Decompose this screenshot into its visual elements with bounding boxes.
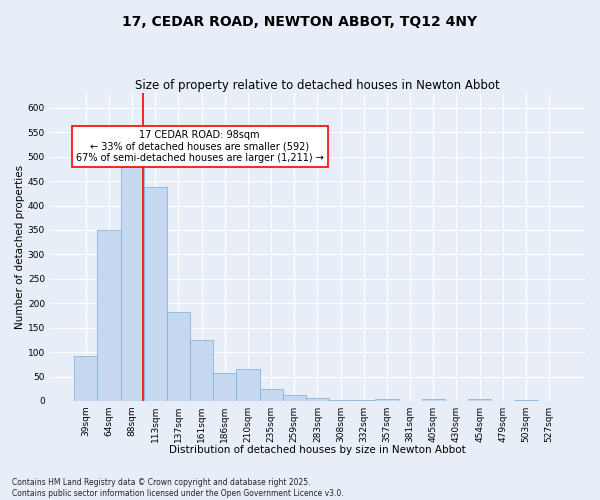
Bar bbox=[121, 168, 144, 401]
Bar bbox=[213, 373, 236, 401]
Y-axis label: Number of detached properties: Number of detached properties bbox=[15, 165, 25, 329]
Bar bbox=[74, 356, 97, 401]
Bar bbox=[329, 400, 352, 401]
Text: 17 CEDAR ROAD: 98sqm
← 33% of detached houses are smaller (592)
67% of semi-deta: 17 CEDAR ROAD: 98sqm ← 33% of detached h… bbox=[76, 130, 323, 164]
X-axis label: Distribution of detached houses by size in Newton Abbot: Distribution of detached houses by size … bbox=[169, 445, 466, 455]
Bar bbox=[352, 400, 376, 401]
Bar bbox=[190, 340, 213, 401]
Bar bbox=[514, 400, 538, 401]
Bar bbox=[97, 230, 121, 401]
Bar bbox=[283, 395, 306, 401]
Bar bbox=[236, 369, 260, 401]
Title: Size of property relative to detached houses in Newton Abbot: Size of property relative to detached ho… bbox=[135, 79, 500, 92]
Bar bbox=[422, 399, 445, 401]
Bar bbox=[306, 398, 329, 401]
Bar bbox=[167, 312, 190, 401]
Bar bbox=[468, 399, 491, 401]
Bar bbox=[144, 188, 167, 401]
Bar bbox=[260, 389, 283, 401]
Bar bbox=[376, 398, 398, 401]
Text: Contains HM Land Registry data © Crown copyright and database right 2025.
Contai: Contains HM Land Registry data © Crown c… bbox=[12, 478, 344, 498]
Text: 17, CEDAR ROAD, NEWTON ABBOT, TQ12 4NY: 17, CEDAR ROAD, NEWTON ABBOT, TQ12 4NY bbox=[122, 15, 478, 29]
